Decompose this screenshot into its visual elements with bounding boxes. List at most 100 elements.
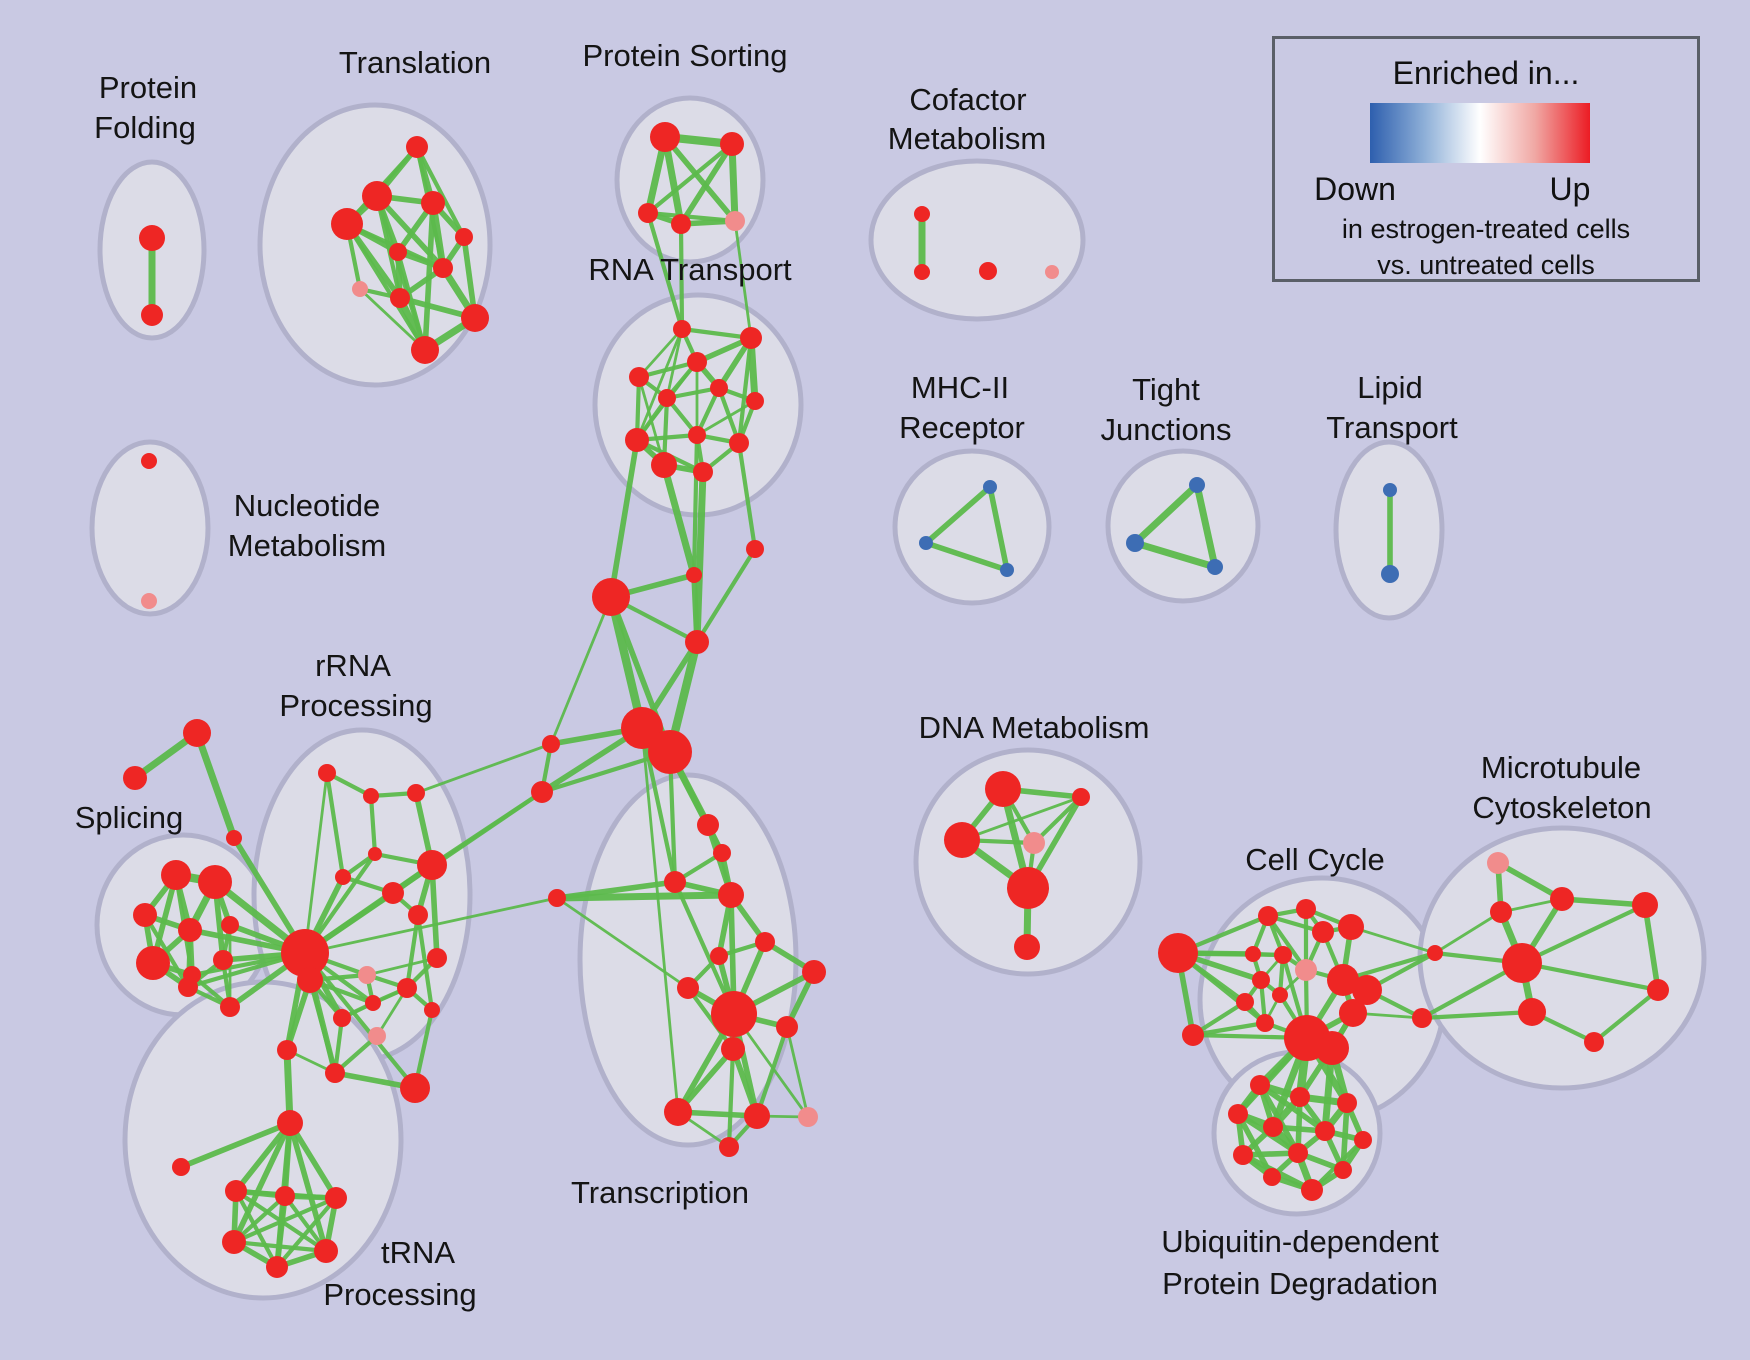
network-edge — [193, 729, 238, 842]
network-node — [390, 288, 410, 308]
network-node — [368, 1027, 386, 1045]
network-node — [331, 208, 363, 240]
network-node — [277, 1040, 297, 1060]
cluster-ellipse-dna-metabolism — [913, 747, 1143, 977]
legend-caption: in estrogen-treated cells vs. untreated … — [1275, 211, 1697, 283]
network-node — [985, 771, 1021, 807]
network-edge — [324, 770, 346, 880]
network-node — [718, 882, 744, 908]
cluster-ellipse-mhc-ii-receptor — [892, 448, 1052, 606]
cluster-ellipse-tight-junctions — [1105, 448, 1261, 604]
network-node — [136, 946, 170, 980]
network-node — [352, 281, 368, 297]
network-node — [421, 191, 445, 215]
cluster-label: DNA Metabolism — [919, 710, 1150, 745]
network-edge — [303, 771, 329, 955]
cluster-label: tRNA — [381, 1235, 455, 1270]
network-node — [648, 730, 692, 774]
network-edge — [645, 210, 685, 332]
network-node — [314, 1239, 338, 1263]
network-edge — [231, 1239, 329, 1254]
network-node — [277, 1110, 303, 1136]
network-node — [688, 426, 706, 444]
network-node — [1023, 832, 1045, 854]
network-edge — [923, 540, 1010, 573]
network-node — [592, 578, 630, 616]
network-edge — [987, 484, 1010, 573]
network-edge — [404, 912, 421, 991]
legend-box: Enriched in... Down Up in estrogen-treat… — [1272, 36, 1700, 282]
network-edge — [429, 789, 545, 868]
cluster-label: Microtubule — [1481, 750, 1641, 785]
network-node — [1233, 1145, 1253, 1165]
network-edge — [1131, 481, 1201, 547]
network-node — [1338, 914, 1364, 940]
network-node — [721, 1037, 745, 1061]
network-node — [1502, 943, 1542, 983]
network-node — [625, 428, 649, 452]
network-node — [638, 203, 658, 223]
legend-caption-line1: in estrogen-treated cells — [1341, 214, 1631, 244]
cluster-label: Ubiquitin-dependent — [1161, 1224, 1439, 1259]
network-node — [221, 916, 239, 934]
network-node — [686, 567, 702, 583]
network-node — [711, 991, 757, 1037]
network-node — [1550, 887, 1574, 911]
network-node — [802, 960, 826, 984]
network-edge — [1559, 896, 1648, 908]
network-node — [1412, 1008, 1432, 1028]
network-node — [183, 719, 211, 747]
network-node — [542, 735, 560, 753]
cluster-label: MHC-II — [911, 370, 1009, 405]
network-node — [1381, 565, 1399, 583]
network-node — [281, 929, 329, 977]
network-edge — [679, 326, 754, 341]
network-node — [461, 304, 489, 332]
network-edge — [274, 1195, 339, 1270]
network-edge — [754, 1024, 790, 1119]
cluster-label: Protein Sorting — [582, 38, 787, 73]
network-node — [1383, 483, 1397, 497]
network-node — [198, 865, 232, 899]
network-node — [1189, 477, 1205, 493]
network-edge — [358, 287, 427, 352]
network-node — [1126, 534, 1144, 552]
network-edge — [178, 1120, 293, 1170]
network-node — [919, 536, 933, 550]
network-node — [161, 860, 191, 890]
cluster-label: Transport — [1326, 410, 1458, 445]
network-node — [673, 320, 691, 338]
network-node — [133, 903, 157, 927]
network-node — [1072, 788, 1090, 806]
cluster-label: Junctions — [1101, 412, 1232, 447]
network-node — [1296, 899, 1316, 919]
cluster-label: Translation — [339, 45, 491, 80]
cluster-ellipse-cofactor-metabolism — [868, 158, 1086, 322]
network-node — [710, 947, 728, 965]
network-edge — [287, 1120, 329, 1254]
cluster-label: Cell Cycle — [1245, 842, 1385, 877]
network-node — [685, 630, 709, 654]
network-node — [1487, 852, 1509, 874]
network-node — [729, 433, 749, 453]
cluster-label: Metabolism — [228, 528, 387, 563]
network-node — [275, 1186, 295, 1206]
network-node — [455, 228, 473, 246]
network-node — [1207, 559, 1223, 575]
network-edge — [231, 1120, 293, 1245]
network-edge — [1495, 860, 1565, 902]
network-node — [141, 304, 163, 326]
network-node — [365, 995, 381, 1011]
legend-down-label: Down — [1314, 171, 1396, 207]
network-node — [1256, 1014, 1274, 1032]
network-node — [621, 707, 663, 749]
network-edge — [685, 985, 736, 1052]
network-edge — [1591, 987, 1661, 1045]
network-node — [139, 225, 165, 251]
cluster-label: RNA Transport — [588, 252, 792, 287]
legend-title: Enriched in... — [1392, 55, 1580, 91]
network-node — [225, 1180, 247, 1202]
network-edge — [785, 1025, 810, 1119]
network-node — [650, 122, 680, 152]
network-node — [178, 918, 202, 942]
